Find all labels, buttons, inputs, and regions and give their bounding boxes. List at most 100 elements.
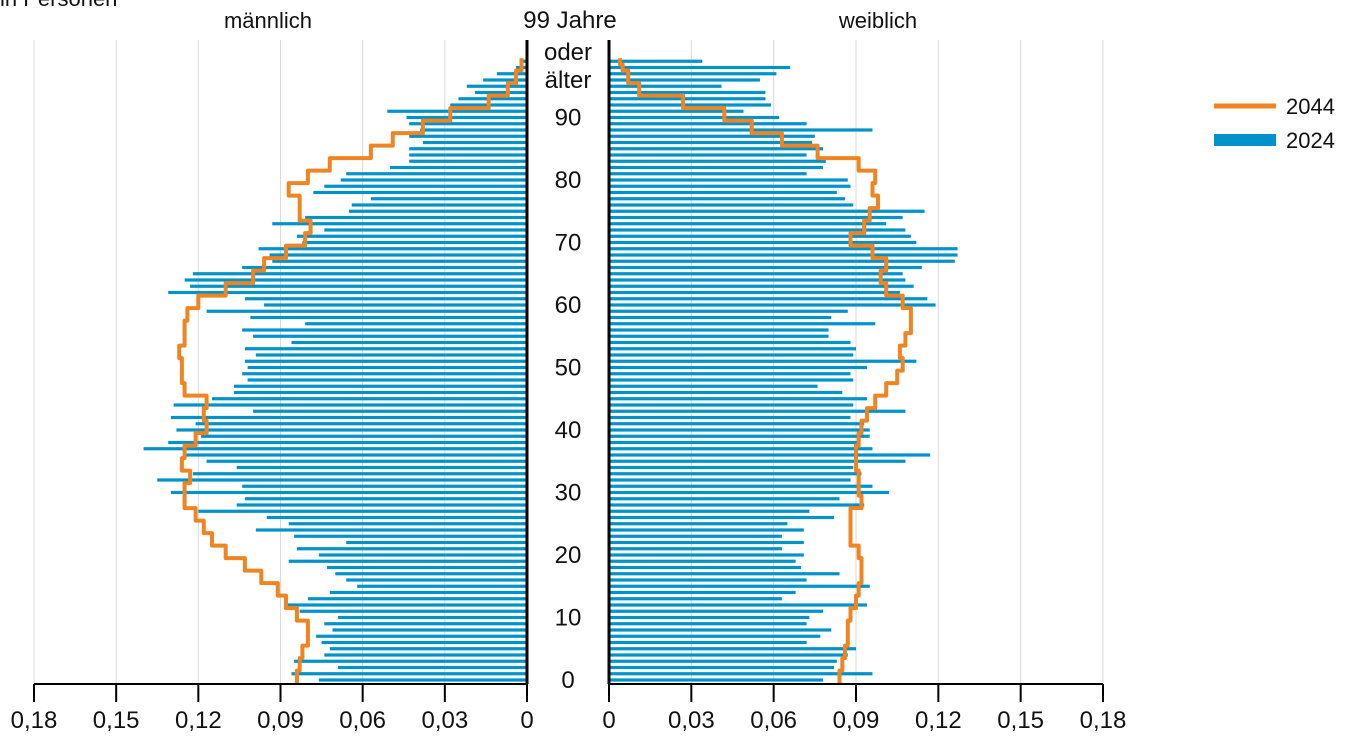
bar-male-age-25 [288, 522, 527, 526]
x-tick-label-right: 0 [602, 707, 615, 734]
bar-male-age-79 [324, 184, 527, 188]
bar-male-age-90 [406, 115, 527, 120]
bar-female-age-41 [609, 422, 865, 426]
x-tick-label-right: 0,03 [668, 707, 715, 734]
bar-male-age-52 [255, 353, 527, 357]
bar-female-age-57 [609, 322, 876, 326]
bar-male-age-3 [294, 659, 527, 663]
bar-male-age-41 [195, 422, 527, 426]
bar-female-age-77 [609, 197, 846, 201]
bar-female-age-60 [609, 303, 936, 307]
bar-male-age-87 [409, 134, 527, 138]
bar-male-age-96 [483, 78, 527, 82]
bar-male-age-74 [305, 215, 527, 220]
header-female: weiblich [838, 8, 917, 33]
age-top-label: 99 Jahre [523, 7, 616, 34]
bar-male-age-9 [324, 622, 527, 626]
bar-female-age-13 [609, 597, 782, 601]
bar-female-age-12 [609, 603, 867, 607]
bar-female-age-3 [609, 659, 837, 663]
x-tick-label-right: 0,09 [833, 707, 880, 734]
bar-male-age-6 [321, 640, 527, 645]
legend-swatch-2024 [1214, 134, 1276, 146]
bar-female-age-74 [609, 215, 903, 220]
bar-male-age-29 [244, 497, 527, 501]
bar-male-age-32 [157, 478, 527, 482]
bar-female-age-56 [609, 328, 829, 332]
bar-female-age-31 [609, 484, 873, 488]
age-tick-label-60: 60 [555, 292, 582, 319]
bar-male-age-28 [236, 503, 527, 507]
bar-male-age-77 [370, 197, 527, 201]
legend-label-2044: 2044 [1286, 94, 1335, 119]
header-male: männlich [224, 8, 312, 33]
x-tick-label-right: 0,06 [750, 707, 797, 734]
bar-female-age-63 [609, 284, 914, 288]
bar-female-age-72 [609, 228, 906, 232]
bar-female-age-32 [609, 478, 851, 482]
bar-male-age-94 [474, 90, 527, 95]
bar-female-age-21 [609, 547, 782, 551]
bar-male-age-44 [173, 403, 527, 407]
bar-female-age-53 [609, 347, 856, 351]
bar-male-age-5 [329, 647, 527, 651]
bar-female-age-33 [609, 472, 862, 476]
age-tick-label-70: 70 [555, 230, 582, 257]
bar-female-age-37 [609, 447, 873, 451]
bar-male-age-43 [253, 409, 527, 413]
bar-male-age-38 [168, 440, 527, 445]
bar-female-age-5 [609, 647, 856, 651]
bar-male-age-59 [206, 309, 528, 313]
bar-female-age-85 [609, 147, 824, 151]
bar-male-age-12 [285, 603, 527, 607]
bar-female-age-46 [609, 390, 843, 395]
bar-female-age-54 [609, 340, 851, 345]
bar-female-age-43 [609, 409, 906, 413]
bar-male-age-72 [324, 228, 527, 232]
bar-male-age-39 [201, 434, 528, 438]
bar-male-age-2 [338, 665, 527, 670]
bar-female-age-89 [609, 122, 807, 126]
legend: 2044 2024 [1214, 94, 1335, 153]
x-tick-label-right: 0,15 [997, 707, 1044, 734]
x-tick-label-left: 0,06 [339, 707, 386, 734]
bar-female-age-25 [609, 522, 788, 526]
age-top-label: oder [544, 39, 592, 66]
bar-female-age-15 [609, 584, 870, 588]
bar-male-age-65 [192, 272, 527, 276]
bar-female-age-93 [609, 97, 766, 101]
bar-female-age-34 [609, 465, 854, 470]
chart-subtitle: in Personen [0, 0, 117, 12]
bar-female-age-62 [609, 290, 900, 295]
x-tick-label-right: 0,12 [915, 707, 962, 734]
bar-female-age-88 [609, 128, 873, 132]
bar-male-age-78 [313, 190, 527, 195]
bar-male-age-61 [244, 297, 527, 301]
lines-2044 [177, 58, 913, 684]
bar-female-age-94 [609, 90, 766, 95]
bar-male-age-46 [233, 390, 527, 395]
bar-male-age-22 [346, 540, 527, 545]
bar-male-age-83 [409, 159, 527, 163]
bar-male-age-18 [327, 565, 527, 570]
bar-male-age-24 [255, 528, 527, 532]
bar-male-age-76 [351, 203, 527, 207]
age-tick-label-50: 50 [555, 355, 582, 382]
bar-female-age-38 [609, 440, 859, 445]
bar-female-age-17 [609, 572, 840, 576]
bar-male-age-60 [264, 303, 527, 307]
bar-female-age-70 [609, 240, 917, 245]
bar-female-age-99 [609, 59, 703, 63]
bar-female-age-69 [609, 247, 958, 251]
bar-female-age-52 [609, 353, 854, 357]
bar-female-age-91 [609, 109, 744, 113]
bar-male-age-27 [198, 509, 528, 513]
bar-male-age-14 [329, 590, 527, 595]
bar-male-age-99 [521, 59, 527, 63]
bar-female-age-16 [609, 578, 807, 582]
bar-male-age-66 [242, 265, 527, 270]
bar-male-age-81 [346, 172, 527, 176]
bar-male-age-40 [176, 428, 527, 432]
bar-female-age-95 [609, 84, 722, 88]
bar-female-age-24 [609, 528, 804, 532]
